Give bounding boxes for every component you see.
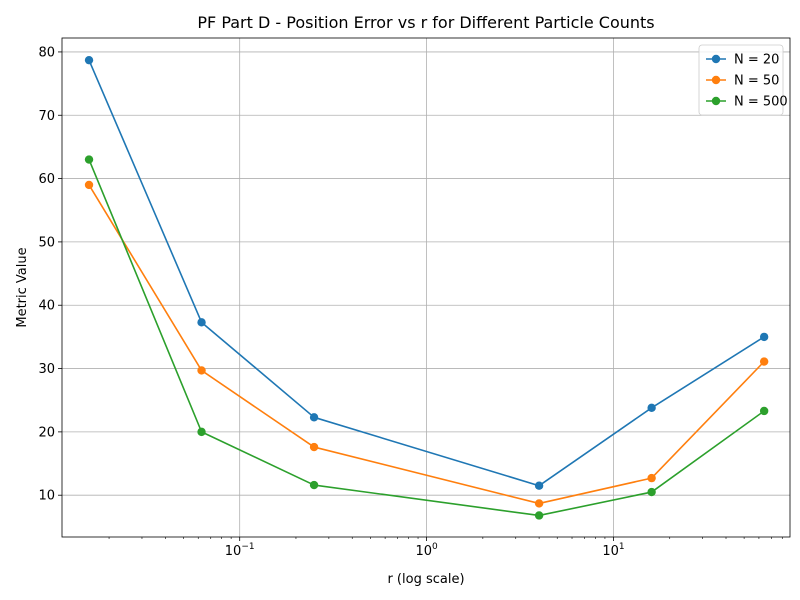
- data-point: [759, 332, 769, 342]
- data-point: [84, 155, 94, 164]
- x-tick-label: 100: [415, 542, 438, 559]
- legend-label: N = 20: [734, 53, 779, 68]
- legend-item: N = 20: [706, 53, 779, 68]
- axis-ticks: 10−1 100 101 10 20 30 40 50 60 70 80: [38, 45, 783, 559]
- data-point: [647, 473, 656, 483]
- y-axis-label: Metric Value: [15, 247, 30, 327]
- data-point: [197, 366, 206, 375]
- series-line: [88, 184, 765, 505]
- plot-frame: [61, 37, 791, 538]
- legend-label: N = 500: [734, 95, 788, 110]
- x-tick-label: 10−1: [225, 542, 255, 559]
- legend-marker: [711, 75, 721, 85]
- data-point: [197, 318, 206, 327]
- y-tick-label: 30: [38, 362, 55, 377]
- legend: N = 20 N = 50 N = 500: [698, 44, 788, 116]
- data-point: [309, 442, 319, 452]
- data-point: [534, 481, 544, 490]
- legend-marker: [711, 54, 721, 64]
- y-tick-label: 20: [38, 425, 55, 440]
- y-tick-label: 10: [38, 489, 55, 504]
- y-tick-label: 70: [38, 109, 55, 124]
- legend-box: [698, 44, 784, 116]
- data-point: [309, 413, 319, 422]
- legend-item: N = 50: [706, 74, 779, 89]
- data-point: [84, 55, 94, 65]
- y-tick-label: 40: [38, 299, 55, 314]
- series-3: [84, 155, 769, 520]
- data-point: [647, 403, 656, 413]
- data-point: [647, 487, 656, 497]
- grid: [62, 38, 790, 537]
- x-tick-label: 101: [602, 542, 624, 559]
- legend-item: N = 500: [706, 95, 788, 110]
- data-point: [534, 499, 544, 508]
- y-tick-label: 80: [38, 45, 55, 60]
- data-point: [759, 357, 769, 366]
- y-tick-label: 50: [38, 235, 55, 250]
- data-point: [534, 511, 544, 520]
- legend-marker: [711, 96, 721, 106]
- series-1: [84, 55, 769, 490]
- data-point: [197, 427, 206, 437]
- data-point: [84, 180, 94, 190]
- series-2: [84, 180, 769, 508]
- series-line: [88, 59, 765, 487]
- chart-title: PF Part D - Position Error vs r for Diff…: [197, 13, 654, 32]
- series-layer: [84, 55, 769, 520]
- legend-label: N = 50: [734, 74, 779, 89]
- data-point: [309, 480, 319, 490]
- y-tick-label: 60: [38, 172, 55, 187]
- data-point: [759, 406, 769, 416]
- x-axis-label: r (log scale): [387, 572, 464, 587]
- series-line: [88, 159, 765, 517]
